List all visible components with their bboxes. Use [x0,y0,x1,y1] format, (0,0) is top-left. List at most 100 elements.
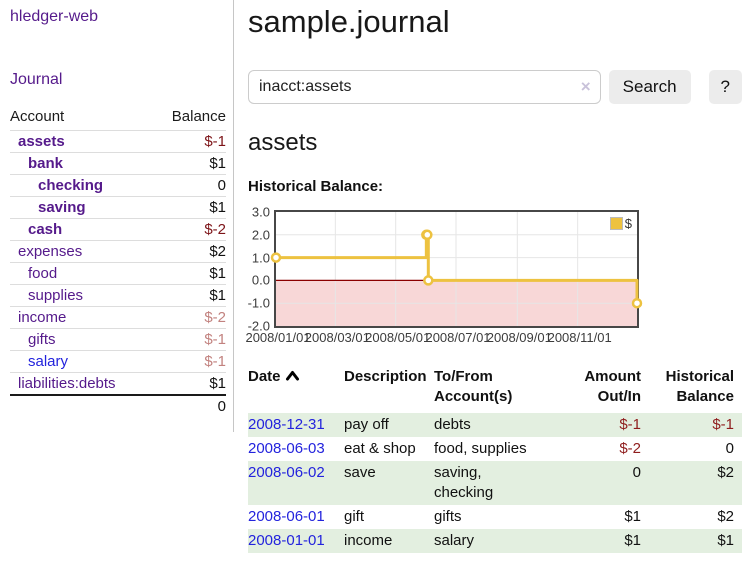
search-box: × [248,70,601,104]
account-row: liabilities:debts $1 [10,372,226,396]
account-balance: $-2 [204,221,226,238]
x-axis-tick: 2008/03/01 [304,330,370,345]
transaction-amount: $-2 [619,440,641,457]
account-link[interactable]: supplies [28,287,84,304]
legend-label: $ [624,216,632,231]
register-row: 2008-06-01 gift gifts $1 $2 [248,505,742,529]
account-row: assets $-1 [10,130,226,153]
transaction-description: save [344,464,376,481]
accounts-total-spacer [10,395,153,417]
x-axis-tick: 2008/11/01 [547,330,612,345]
transaction-accounts: salary [434,532,475,549]
transaction-date-link[interactable]: 2008-06-01 [248,508,325,525]
register-row: 2008-01-01 income salary $1 $1 [248,529,742,553]
chart-plot-area: $ [270,210,643,328]
account-link[interactable]: assets [18,133,65,150]
account-link[interactable]: checking [38,177,104,194]
register-table: Date Description To/From Account(s) Amou… [248,365,742,553]
account-balance: $-1 [204,353,226,370]
chart-title: Historical Balance: [248,178,384,195]
account-link[interactable]: income [18,309,67,326]
x-axis-tick: 2008/07/01 [425,330,491,345]
x-axis-tick: 2008/09/01 [486,330,552,345]
x-axis-tick: 2008/01/01 [245,330,311,345]
transaction-accounts: food, supplies [434,440,527,457]
chart-inner: 3.0 2.0 1.0 0.0 -1.0 -2.0 $ [247,205,742,334]
account-row: checking 0 [10,174,226,197]
chart-y-axis: 3.0 2.0 1.0 0.0 -1.0 -2.0 [247,205,274,334]
account-link[interactable]: liabilities:debts [18,375,116,392]
account-row: expenses $2 [10,240,226,263]
search-button[interactable]: Search [608,70,691,104]
x-axis-tick: 2008/05/01 [365,330,431,345]
account-balance: $1 [209,265,226,282]
transaction-accounts: gifts [434,508,462,525]
account-balance: $1 [209,199,226,216]
sidebar: hledger-web Journal Account Balance asse… [10,0,226,417]
register-header-description: Description [344,368,427,385]
account-link[interactable]: saving [38,199,86,216]
transaction-description: income [344,532,393,549]
clear-search-icon[interactable]: × [580,77,591,97]
transaction-description: gift [344,508,365,525]
sort-asc-icon [285,368,300,388]
transaction-date-link[interactable]: 2008-06-02 [248,464,325,481]
help-button[interactable]: ? [708,70,742,104]
register-header-amount: Amount Out/In [584,368,641,405]
account-link[interactable]: food [28,265,58,282]
account-row: saving $1 [10,196,226,219]
y-axis-tick: 2.0 [251,227,270,243]
transaction-amount: $-1 [619,416,641,433]
transaction-amount: 0 [632,464,641,481]
transaction-amount: $1 [624,508,641,525]
chart-legend: $ [609,216,632,231]
account-row: food $1 [10,262,226,285]
account-row: gifts $-1 [10,328,226,351]
register-row: 2008-12-31 pay off debts $-1 $-1 [248,413,742,437]
transaction-date-link[interactable]: 2008-12-31 [248,416,325,433]
main-content: sample.journal × Search ? assets Histori… [245,0,742,553]
account-link[interactable]: expenses [18,243,83,260]
y-axis-tick: -1.0 [247,295,270,311]
register-header-accounts: To/From Account(s) [434,368,513,405]
page-title: sample.journal [248,4,450,39]
account-balance: $-1 [204,331,226,348]
transaction-date-link[interactable]: 2008-06-03 [248,440,325,457]
account-link[interactable]: bank [28,155,64,172]
transaction-balance: $2 [717,464,734,481]
register-header-balance: Historical Balance [665,368,734,405]
account-balance: $1 [209,287,226,304]
account-link[interactable]: cash [28,221,63,238]
account-row: salary $-1 [10,350,226,373]
transaction-date-link[interactable]: 2008-01-01 [248,532,325,549]
account-heading: assets [248,129,318,156]
accounts-header-row: Account Balance [10,105,226,131]
legend-swatch-icon [609,217,623,230]
accounts-total-value: 0 [217,398,226,415]
nav-journal-link[interactable]: Journal [10,71,63,88]
transaction-description: eat & shop [344,440,416,457]
y-axis-tick: 3.0 [251,204,270,220]
accounts-table: Account Balance assets $-1 bank $1 check… [10,105,226,417]
transaction-balance: $1 [717,532,734,549]
account-balance: 0 [217,177,226,194]
brand-link[interactable]: hledger-web [10,8,99,25]
transaction-balance: 0 [725,440,734,457]
register-row: 2008-06-03 eat & shop food, supplies $-2… [248,437,742,461]
historical-balance-chart: 3.0 2.0 1.0 0.0 -1.0 -2.0 $ 2008/01/01 2008/03… [245,205,742,348]
account-balance: $-2 [204,309,226,326]
account-link[interactable]: salary [28,353,69,370]
account-link[interactable]: gifts [28,331,56,348]
account-row: cash $-2 [10,218,226,241]
transaction-balance: $-1 [712,416,734,433]
register-header-row: Date Description To/From Account(s) Amou… [248,365,742,413]
register-header-date[interactable]: Date [248,365,344,413]
accounts-header-account: Account [10,108,65,125]
account-balance: $1 [209,375,226,392]
transaction-accounts: debts [434,416,471,433]
accounts-total-row: 0 [10,395,226,417]
search-input[interactable] [248,70,601,104]
account-balance: $-1 [204,133,226,150]
y-axis-tick: 1.0 [251,250,270,266]
